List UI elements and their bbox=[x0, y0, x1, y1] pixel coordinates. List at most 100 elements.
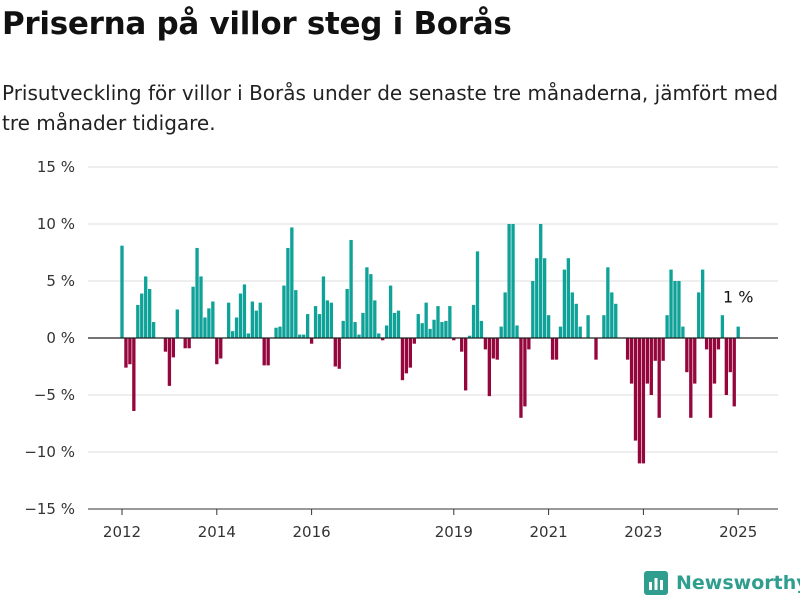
bar bbox=[203, 317, 207, 338]
bar bbox=[369, 274, 373, 338]
bar bbox=[266, 338, 270, 366]
bar bbox=[712, 338, 717, 384]
labels: 15 % 10 % 5 % 0 % −5 % −10 % −15 % 2012 2014 2016… bbox=[24, 158, 757, 541]
brand-logo: Newsworthy bbox=[644, 568, 800, 598]
bar bbox=[448, 306, 452, 338]
latest-value-annotation: 1 % bbox=[723, 288, 753, 307]
bar bbox=[507, 224, 511, 338]
bar bbox=[274, 327, 278, 338]
bar bbox=[586, 315, 590, 338]
bar bbox=[353, 322, 357, 338]
bar bbox=[700, 269, 705, 338]
bar bbox=[610, 292, 614, 338]
bar bbox=[487, 338, 492, 397]
bar bbox=[416, 314, 420, 338]
bar bbox=[317, 314, 322, 338]
bar bbox=[234, 317, 239, 338]
bar bbox=[151, 322, 156, 338]
bar bbox=[246, 333, 251, 338]
bar bbox=[673, 281, 677, 338]
bar bbox=[693, 338, 697, 384]
bar bbox=[495, 338, 499, 360]
bar bbox=[594, 338, 598, 360]
bar bbox=[432, 319, 436, 338]
bar bbox=[298, 334, 302, 338]
bar bbox=[199, 276, 203, 338]
bar bbox=[499, 326, 503, 338]
bar bbox=[333, 338, 337, 367]
bar bbox=[728, 338, 732, 373]
bar bbox=[215, 338, 219, 365]
bar bbox=[313, 306, 318, 338]
bar bbox=[483, 338, 488, 350]
bar bbox=[479, 320, 484, 338]
bar bbox=[420, 323, 424, 338]
bar bbox=[388, 285, 393, 338]
bar bbox=[321, 276, 326, 338]
bar bbox=[325, 300, 330, 338]
bar bbox=[278, 326, 282, 338]
axes bbox=[88, 337, 778, 515]
bar bbox=[463, 338, 468, 391]
bar bbox=[546, 315, 551, 338]
x-tick-label: 2012 bbox=[103, 523, 141, 541]
bar bbox=[337, 338, 341, 369]
bar bbox=[633, 338, 638, 441]
bar bbox=[309, 338, 314, 344]
bar bbox=[384, 325, 389, 338]
bar bbox=[724, 338, 729, 395]
x-tick-label: 2023 bbox=[624, 523, 662, 541]
bar bbox=[570, 292, 574, 338]
bar-chart: 15 % 10 % 5 % 0 % −5 % −10 % −15 % 2012 2014 2016… bbox=[24, 158, 778, 541]
bar bbox=[531, 281, 535, 338]
bar bbox=[475, 251, 480, 338]
bar bbox=[187, 338, 191, 349]
bar bbox=[238, 293, 243, 338]
bar bbox=[373, 300, 377, 338]
bar bbox=[539, 224, 543, 338]
bar bbox=[282, 285, 286, 338]
bar bbox=[444, 320, 448, 338]
y-tick-label: −15 % bbox=[24, 500, 75, 518]
bar bbox=[554, 338, 559, 360]
bar bbox=[736, 326, 740, 338]
bar bbox=[669, 269, 673, 338]
x-tick-label: 2021 bbox=[530, 523, 568, 541]
bar bbox=[665, 315, 669, 338]
bar bbox=[467, 335, 472, 338]
bar bbox=[175, 309, 179, 338]
bar bbox=[147, 288, 152, 338]
bar bbox=[408, 338, 413, 368]
y-tick-label: −5 % bbox=[34, 386, 75, 404]
bar bbox=[732, 338, 736, 407]
bar bbox=[558, 326, 563, 338]
bar bbox=[183, 338, 187, 349]
bar bbox=[128, 338, 132, 365]
bar bbox=[341, 320, 345, 338]
bar bbox=[163, 338, 168, 352]
bar bbox=[211, 301, 215, 338]
bar bbox=[329, 302, 334, 338]
bar bbox=[381, 338, 385, 341]
bar bbox=[404, 338, 409, 374]
chart-subtitle: Prisutveckling för villor i Borås under … bbox=[2, 81, 779, 135]
bar bbox=[697, 292, 701, 338]
bar bbox=[452, 338, 456, 341]
bar bbox=[132, 338, 136, 411]
bar bbox=[262, 338, 266, 366]
bar bbox=[120, 245, 124, 338]
bar bbox=[250, 301, 255, 338]
y-tick-label: −10 % bbox=[24, 443, 75, 461]
bar bbox=[412, 338, 416, 344]
bar bbox=[614, 303, 618, 338]
newsworthy-logo-icon bbox=[644, 571, 668, 595]
bar bbox=[124, 338, 128, 368]
brand-name: Newsworthy bbox=[676, 572, 800, 594]
bars bbox=[120, 224, 740, 464]
bar bbox=[290, 227, 294, 338]
bar bbox=[661, 338, 665, 361]
bar bbox=[400, 338, 405, 381]
bar bbox=[657, 338, 661, 418]
bar bbox=[566, 258, 571, 338]
bar bbox=[653, 338, 657, 361]
